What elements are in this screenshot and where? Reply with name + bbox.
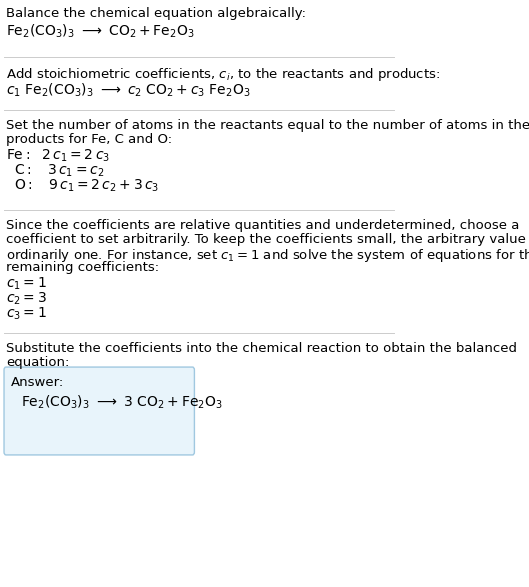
Text: $c_3 = 1$: $c_3 = 1$	[6, 306, 47, 322]
Text: ordinarily one. For instance, set $c_1 = 1$ and solve the system of equations fo: ordinarily one. For instance, set $c_1 =…	[6, 247, 529, 264]
Text: $\mathrm{Fe_2(CO_3)_3 \ \longrightarrow \ CO_2 + Fe_2O_3}$: $\mathrm{Fe_2(CO_3)_3 \ \longrightarrow …	[6, 23, 195, 41]
Text: Set the number of atoms in the reactants equal to the number of atoms in the: Set the number of atoms in the reactants…	[6, 119, 529, 132]
Text: $\mathrm{O:} \ \ \ 9\,c_1 = 2\,c_2 + 3\,c_3$: $\mathrm{O:} \ \ \ 9\,c_1 = 2\,c_2 + 3\,…	[14, 178, 159, 194]
Text: remaining coefficients:: remaining coefficients:	[6, 261, 159, 274]
Text: coefficient to set arbitrarily. To keep the coefficients small, the arbitrary va: coefficient to set arbitrarily. To keep …	[6, 233, 529, 246]
Text: $c_1 = 1$: $c_1 = 1$	[6, 276, 47, 292]
Text: Balance the chemical equation algebraically:: Balance the chemical equation algebraica…	[6, 7, 306, 20]
Text: Add stoichiometric coefficients, $c_i$, to the reactants and products:: Add stoichiometric coefficients, $c_i$, …	[6, 66, 440, 83]
Text: $\mathrm{Fe:} \ \ 2\,c_1 = 2\,c_3$: $\mathrm{Fe:} \ \ 2\,c_1 = 2\,c_3$	[6, 148, 110, 164]
FancyBboxPatch shape	[4, 367, 195, 455]
Text: Substitute the coefficients into the chemical reaction to obtain the balanced: Substitute the coefficients into the che…	[6, 342, 517, 355]
Text: Since the coefficients are relative quantities and underdetermined, choose a: Since the coefficients are relative quan…	[6, 219, 519, 232]
Text: $c_2 = 3$: $c_2 = 3$	[6, 291, 47, 308]
Text: $\mathrm{C:} \ \ \ 3\,c_1 = c_2$: $\mathrm{C:} \ \ \ 3\,c_1 = c_2$	[14, 163, 104, 180]
Text: $c_1\ \mathrm{Fe_2(CO_3)_3 \ \longrightarrow \ } c_2\ \mathrm{CO_2} + c_3\ \math: $c_1\ \mathrm{Fe_2(CO_3)_3 \ \longrighta…	[6, 82, 251, 99]
Text: products for Fe, C and O:: products for Fe, C and O:	[6, 133, 172, 146]
Text: $\mathrm{Fe_2(CO_3)_3 \ \longrightarrow \ 3\ CO_2 + Fe_2O_3}$: $\mathrm{Fe_2(CO_3)_3 \ \longrightarrow …	[21, 394, 223, 411]
Text: Answer:: Answer:	[11, 376, 64, 389]
Text: equation:: equation:	[6, 356, 69, 369]
